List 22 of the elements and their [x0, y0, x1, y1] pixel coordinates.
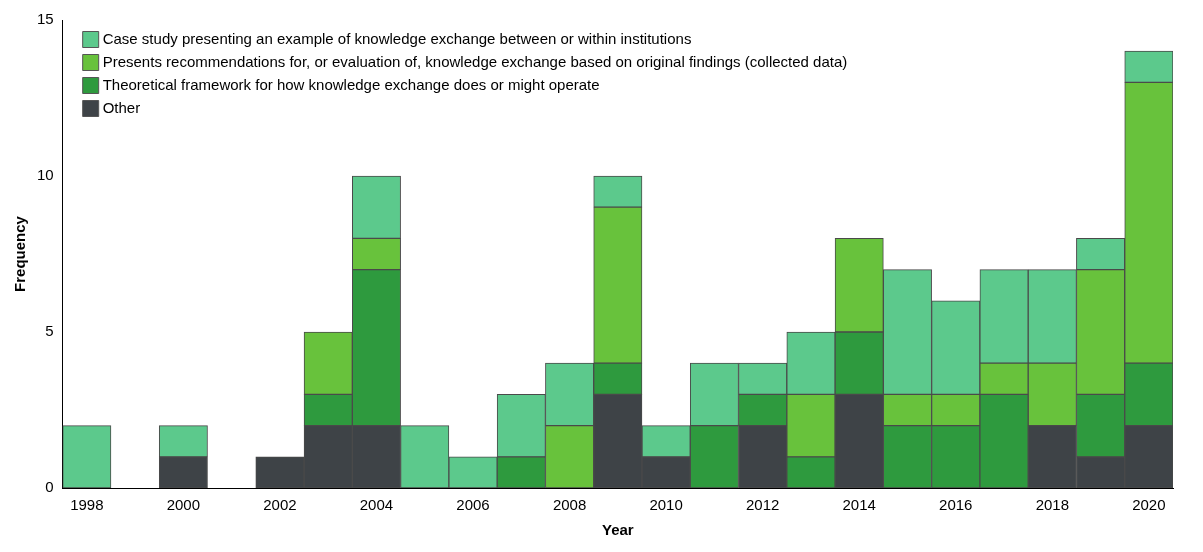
legend-label: Presents recommendations for, or evaluation of, knowledge exchange based on original findings (collected data)	[102, 52, 848, 70]
y-tick-label: 0	[45, 478, 54, 496]
x-axis-title: Year	[601, 521, 634, 539]
x-tick-label: 2018	[1035, 496, 1069, 514]
y-tick-label: 10	[37, 166, 54, 184]
y-tick-label: 5	[45, 322, 54, 340]
x-tick-label: 2008	[552, 496, 587, 514]
x-tick-label: 2014	[842, 496, 876, 514]
legend-label: Case study presenting an example of knowledge exchange between or within institutions	[102, 29, 692, 47]
x-tick-label: 2000	[166, 496, 201, 514]
x-tick-label: 2016	[939, 496, 973, 514]
y-tick-label: 15	[37, 10, 54, 28]
x-tick-label: 2006	[456, 496, 490, 514]
y-axis-title: Frequency	[11, 215, 29, 292]
legend-label: Other	[102, 98, 141, 116]
x-tick-label: 2002	[263, 496, 297, 514]
x-tick-label: 2012	[745, 496, 780, 514]
x-tick-label: 2004	[359, 496, 394, 514]
x-tick-label: 2020	[1132, 496, 1166, 514]
x-tick-label: 1998	[70, 496, 104, 514]
legend-label: Theoretical framework for how knowledge exchange does or might operate	[102, 75, 600, 93]
x-tick-label: 2010	[649, 496, 683, 514]
